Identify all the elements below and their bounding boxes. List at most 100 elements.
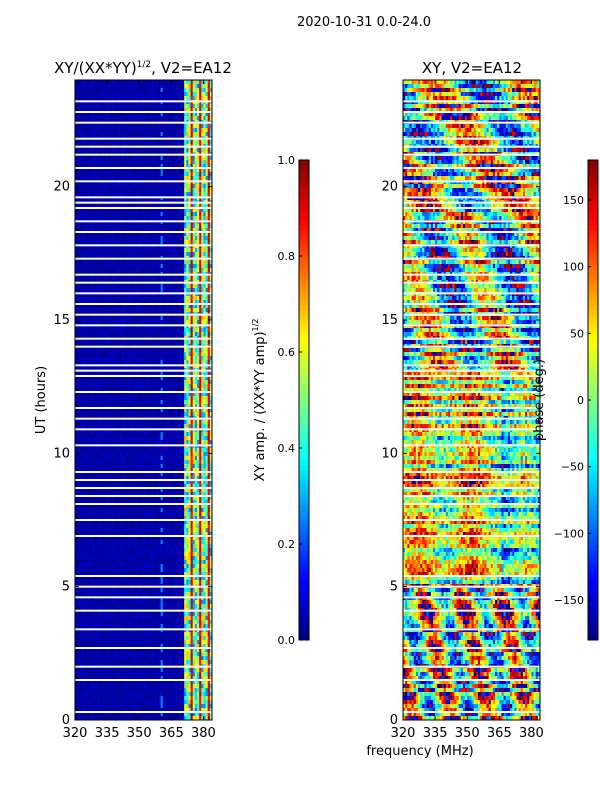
- flagged-time-line: [403, 282, 540, 284]
- x-tick-label: 380: [519, 726, 544, 741]
- flagged-time-line: [75, 167, 212, 169]
- flagged-time-line: [75, 258, 212, 260]
- colorbar-tick-label: 0.0: [278, 634, 296, 647]
- colorbar-tick-label: −50: [561, 461, 584, 474]
- flagged-time-line: [75, 575, 212, 577]
- flagged-time-line: [75, 138, 212, 140]
- amplitude-colorbar-ticks: 0.00.20.40.60.81.0: [278, 154, 303, 647]
- flagged-time-line: [75, 338, 212, 340]
- x-tick-label: 380: [191, 726, 216, 741]
- flagged-time-line: [403, 167, 540, 169]
- flagged-time-line: [403, 575, 540, 577]
- flagged-time-line: [403, 479, 540, 481]
- y-tick-label: 10: [53, 446, 70, 461]
- flagged-time-line: [403, 679, 540, 681]
- colorbar-tick-label: 0.4: [278, 442, 296, 455]
- flagged-time-line: [75, 519, 212, 521]
- colorbar-tick-label: 1.0: [278, 154, 296, 167]
- figure-title: 2020-10-31 0.0-24.0: [297, 15, 431, 30]
- amplitude-colorbar-gradient: [299, 160, 309, 640]
- x-tick-label: 350: [455, 726, 480, 741]
- y-tick-label: 15: [53, 313, 70, 328]
- flagged-time-line: [75, 479, 212, 481]
- flagged-time-line: [403, 324, 540, 326]
- flagged-time-line: [75, 586, 212, 588]
- colorbar-tick-label: −100: [554, 527, 584, 540]
- flagged-time-line: [75, 274, 212, 276]
- flagged-time-line: [403, 444, 540, 446]
- flagged-time-line: [403, 418, 540, 420]
- colorbar-tick-label: 100: [563, 261, 584, 274]
- flagged-time-line: [403, 471, 540, 473]
- y-tick-label: 5: [390, 580, 398, 595]
- flagged-time-line: [75, 391, 212, 393]
- x-tick-label: 365: [487, 726, 512, 741]
- flagged-time-line: [403, 503, 540, 505]
- y-tick-label: 20: [381, 180, 398, 195]
- flagged-time-line: [403, 207, 540, 209]
- x-tick-label: 320: [63, 726, 88, 741]
- flagged-time-line: [75, 495, 212, 497]
- flagged-time-line: [403, 375, 540, 377]
- flagged-time-line: [403, 202, 540, 204]
- y-tick-label: 0: [390, 713, 398, 728]
- flagged-time-line: [403, 146, 540, 148]
- flagged-time-line: [403, 586, 540, 588]
- flagged-time-line: [403, 100, 540, 102]
- flagged-time-line: [403, 346, 540, 348]
- colorbar-tick-label: −150: [554, 594, 584, 607]
- flagged-time-line: [403, 231, 540, 233]
- flagged-time-line: [75, 428, 212, 430]
- flagged-time-line: [75, 487, 212, 489]
- flagged-time-line: [75, 282, 212, 284]
- flagged-time-line: [75, 220, 212, 222]
- flagged-time-line: [403, 180, 540, 182]
- flagged-time-line: [403, 122, 540, 124]
- flagged-time-line: [75, 324, 212, 326]
- flagged-time-line: [75, 628, 212, 630]
- x-tick-label: 335: [423, 726, 448, 741]
- flagged-time-line: [403, 154, 540, 156]
- flagged-time-line: [75, 418, 212, 420]
- x-tick-label: 350: [127, 726, 152, 741]
- phase-colorbar-label: phase (deg.): [532, 359, 547, 441]
- flagged-time-line: [75, 111, 212, 113]
- colorbar-tick-label: 0.6: [278, 346, 296, 359]
- amplitude-colorbar-label: XY amp. / (XX*YY amp)1/2: [251, 319, 268, 482]
- y-tick-label: 20: [53, 180, 70, 195]
- flagged-time-line: [403, 596, 540, 598]
- flagged-time-line: [75, 407, 212, 409]
- flagged-time-line: [75, 535, 212, 537]
- y-tick-label: 15: [381, 313, 398, 328]
- x-tick-label: 320: [391, 726, 416, 741]
- flagged-time-line: [75, 610, 212, 612]
- flagged-time-line: [403, 258, 540, 260]
- amplitude-colorbar: 0.00.20.40.60.81.0 XY amp. / (XX*YY amp)…: [251, 154, 309, 647]
- flagged-time-line: [403, 407, 540, 409]
- amplitude-panel-title: XY/(XX*YY)1/2, V2=EA12: [54, 59, 232, 77]
- frequency-xlabel: frequency (MHz): [366, 744, 473, 759]
- x-tick-label: 335: [95, 726, 120, 741]
- flagged-time-line: [403, 610, 540, 612]
- y-tick-label: 5: [62, 580, 70, 595]
- flagged-time-line: [75, 314, 212, 316]
- flagged-time-line: [75, 292, 212, 294]
- colorbar-tick-label: 150: [563, 194, 584, 207]
- flagged-time-line: [403, 535, 540, 537]
- flagged-time-line: [75, 471, 212, 473]
- flagged-time-line: [403, 196, 540, 198]
- flagged-time-line: [403, 220, 540, 222]
- flagged-time-line: [75, 180, 212, 182]
- flagged-time-line: [75, 146, 212, 148]
- flagged-time-line: [403, 628, 540, 630]
- flagged-time-line: [75, 202, 212, 204]
- flagged-time-line: [403, 495, 540, 497]
- flagged-time-line: [75, 346, 212, 348]
- flagged-time-line: [75, 303, 212, 305]
- phase-panel-title: XY, V2=EA12: [422, 59, 522, 77]
